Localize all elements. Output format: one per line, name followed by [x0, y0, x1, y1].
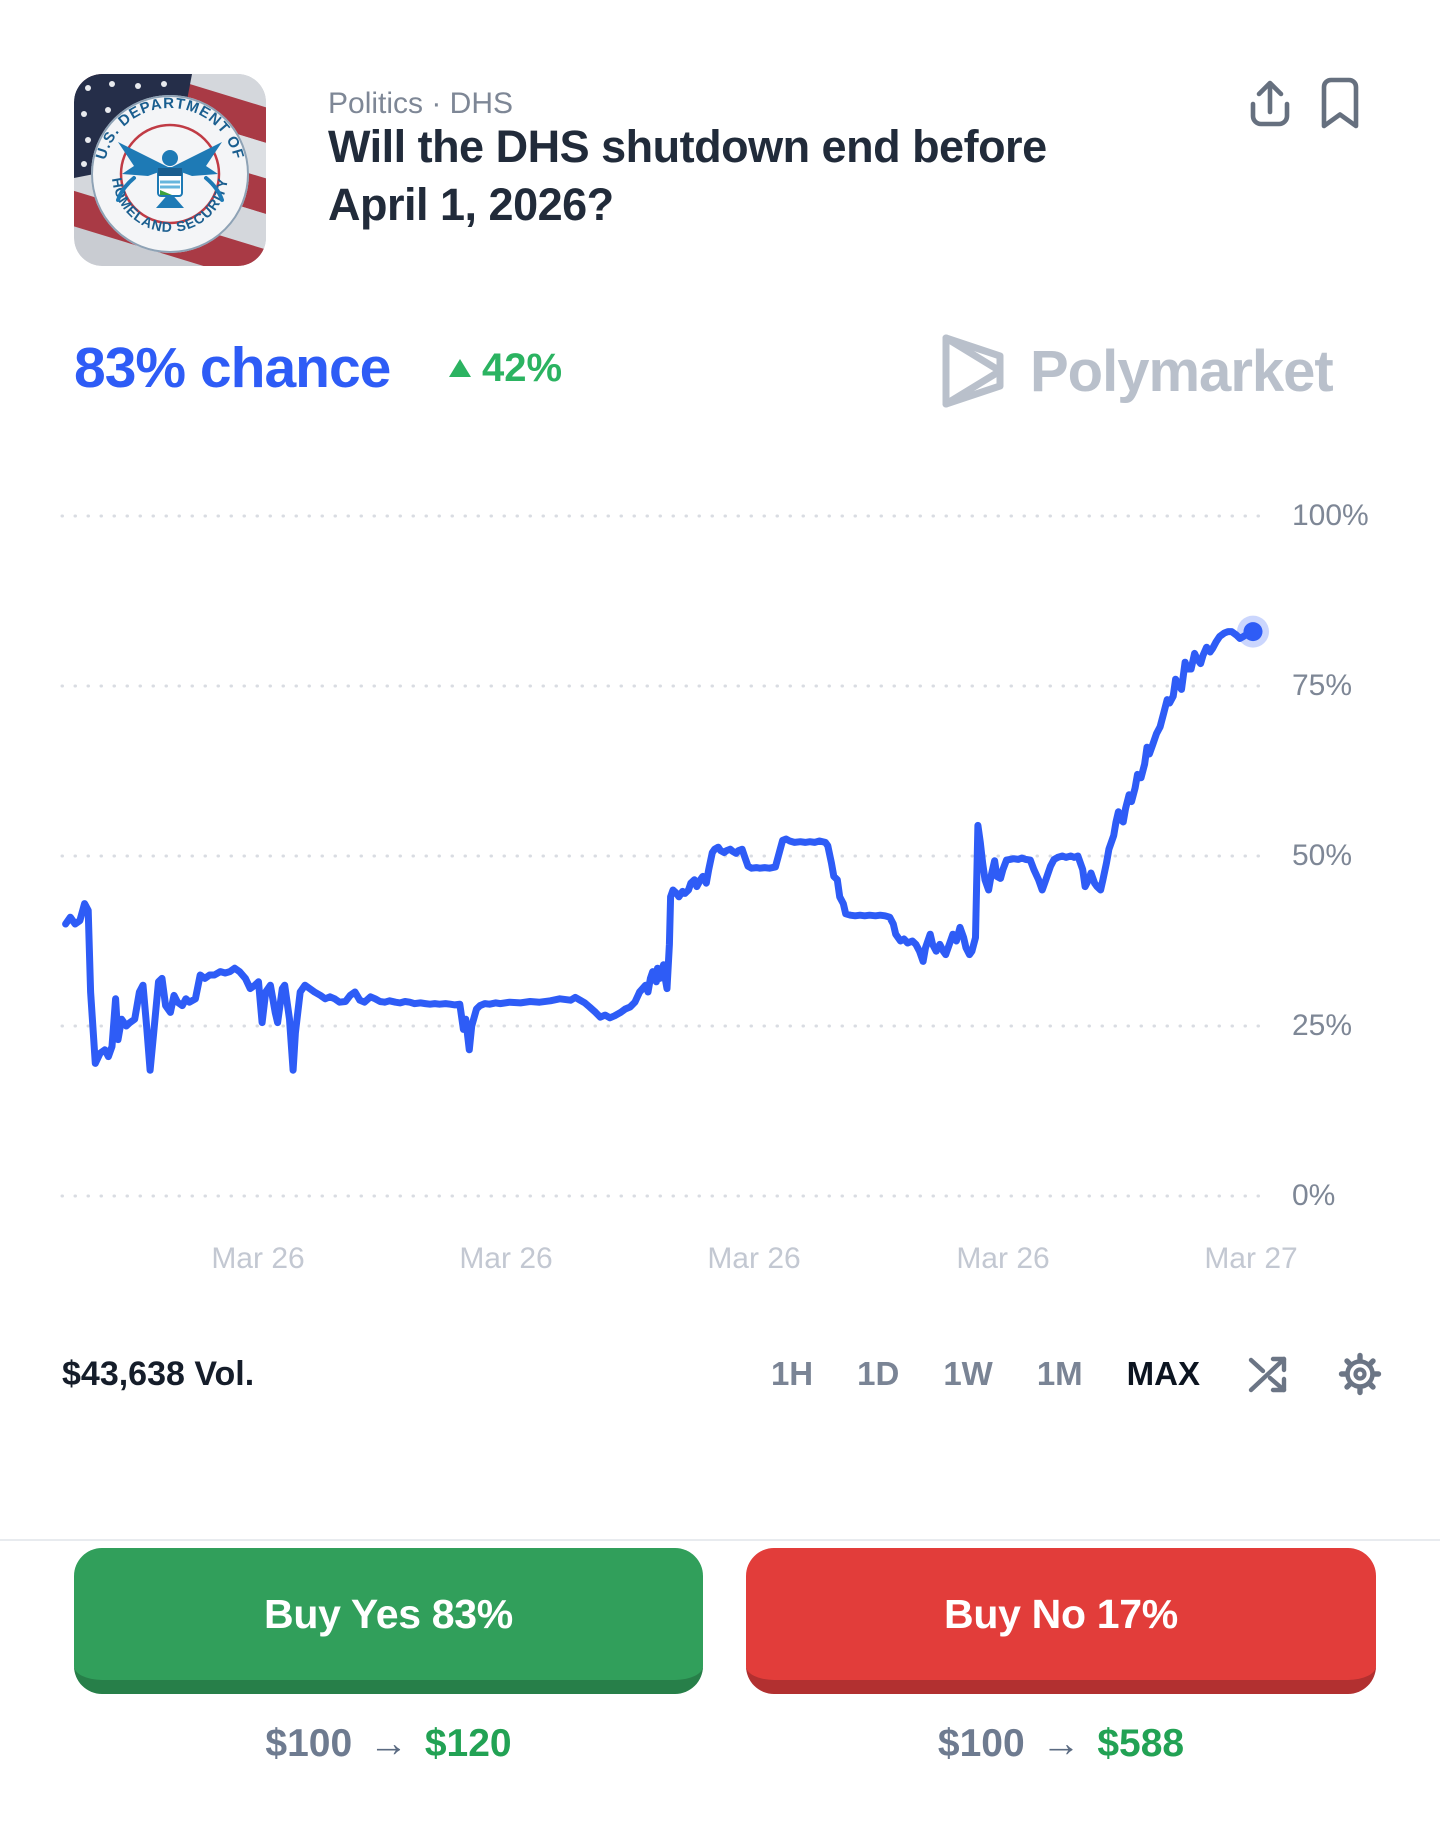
- gear-icon: [1338, 1352, 1382, 1396]
- volume-label: $43,638 Vol.: [62, 1355, 255, 1393]
- breadcrumb[interactable]: Politics · DHS: [328, 87, 514, 120]
- eagle-emblem: [116, 142, 224, 208]
- x-tick-5: Mar 27: [1204, 1242, 1298, 1275]
- x-tick-4: Mar 26: [956, 1242, 1050, 1275]
- change-indicator: 42%: [448, 334, 562, 402]
- title-line-1: Will the DHS shutdown end before: [328, 121, 1047, 172]
- range-1m[interactable]: 1M: [1036, 1355, 1083, 1392]
- yes-conversion: $100 → $120: [74, 1718, 703, 1770]
- shuffle-button[interactable]: [1244, 1350, 1292, 1398]
- shuffle-icon: [1248, 1356, 1287, 1393]
- market-avatar: U.S. DEPARTMENT OF HOMELAND SECURITY: [74, 74, 266, 266]
- share-button[interactable]: [1244, 76, 1296, 132]
- no-conversion: $100 → $588: [746, 1718, 1376, 1770]
- range-1d[interactable]: 1D: [857, 1355, 900, 1392]
- range-1h[interactable]: 1H: [770, 1355, 814, 1392]
- y-tick-0: 0%: [1292, 1179, 1336, 1212]
- polymarket-logo-mark: [942, 334, 1004, 408]
- settings-button[interactable]: [1336, 1350, 1384, 1398]
- polymarket-wordmark: Polymarket: [1030, 338, 1334, 404]
- price-line: [62, 628, 1257, 1074]
- share-icon: [1250, 80, 1290, 127]
- change-percent: 42%: [482, 345, 563, 390]
- bookmark-icon: [1321, 77, 1359, 129]
- right-arrow-icon: →: [1041, 1722, 1081, 1765]
- yes-conversion-from: $100: [265, 1722, 353, 1765]
- polymarket-watermark: Polymarket: [938, 332, 1334, 410]
- y-tick-25: 25%: [1292, 1009, 1353, 1042]
- range-max[interactable]: MAX: [1126, 1355, 1200, 1392]
- section-divider: [0, 1539, 1440, 1541]
- buy-no-button[interactable]: Buy No 17%: [746, 1548, 1376, 1694]
- title-line-2: April 1, 2026?: [328, 179, 614, 230]
- x-tick-2: Mar 26: [459, 1242, 553, 1275]
- dhs-seal-image: U.S. DEPARTMENT OF HOMELAND SECURITY: [74, 74, 266, 266]
- x-tick-1: Mar 26: [211, 1242, 305, 1275]
- y-tick-75: 75%: [1292, 669, 1353, 702]
- bookmark-button[interactable]: [1316, 74, 1364, 132]
- probability-chart[interactable]: [0, 430, 1440, 1290]
- yes-conversion-to: $120: [424, 1722, 512, 1765]
- up-triangle-icon: [449, 359, 471, 377]
- y-tick-50: 50%: [1292, 839, 1353, 872]
- page-title: Will the DHS shutdown end before April 1…: [328, 118, 1108, 234]
- chance-value: 83% chance: [74, 336, 391, 400]
- current-point-dot: [1243, 622, 1263, 642]
- y-tick-100: 100%: [1292, 499, 1369, 532]
- right-arrow-icon: →: [369, 1722, 408, 1765]
- no-conversion-to: $588: [1097, 1722, 1185, 1765]
- range-1w[interactable]: 1W: [943, 1355, 993, 1392]
- no-conversion-from: $100: [937, 1722, 1025, 1765]
- x-tick-3: Mar 26: [707, 1242, 801, 1275]
- buy-yes-button[interactable]: Buy Yes 83%: [74, 1548, 703, 1694]
- time-range-selector: 1H 1D 1W 1M MAX: [771, 1346, 1384, 1402]
